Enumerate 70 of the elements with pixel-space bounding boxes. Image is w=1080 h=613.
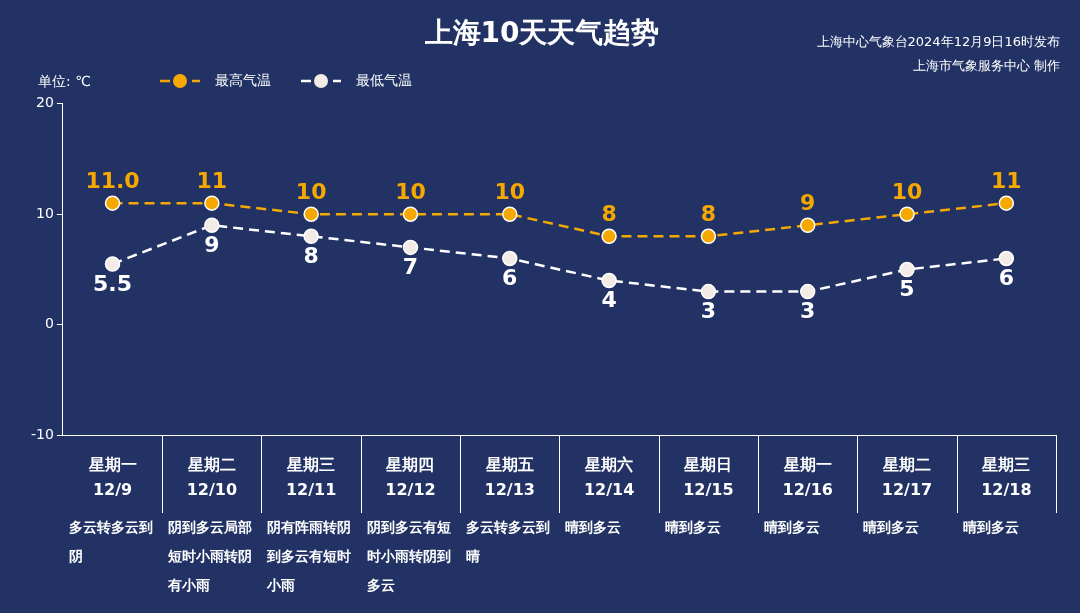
data-label: 10 bbox=[494, 178, 526, 204]
data-label: 5.5 bbox=[93, 270, 133, 296]
point bbox=[700, 283, 717, 300]
data-label: 5 bbox=[899, 276, 915, 302]
data-label: 6 bbox=[502, 265, 518, 291]
point bbox=[799, 217, 816, 234]
text: 晴到多云 bbox=[565, 518, 622, 535]
point bbox=[204, 195, 220, 211]
point bbox=[502, 206, 518, 222]
point bbox=[601, 272, 617, 289]
data-label: 8 bbox=[303, 243, 319, 269]
x-tick-label: 星期六 12/14 bbox=[583, 454, 635, 499]
y-tick-label: -10 bbox=[30, 426, 54, 443]
x-tick-label: 星期一 12/9 bbox=[87, 454, 137, 499]
data-label: 7 bbox=[402, 254, 419, 280]
point bbox=[799, 283, 816, 300]
point bbox=[303, 206, 319, 222]
point bbox=[700, 228, 717, 245]
data-label: 10 bbox=[395, 178, 426, 204]
data-label: 9 bbox=[800, 189, 816, 215]
data-label: 6 bbox=[998, 265, 1014, 291]
text: 晴到多云 bbox=[863, 518, 920, 535]
chart-title: 上海10天天气趋势 bbox=[423, 16, 660, 50]
x-tick-label: 星期二 12/10 bbox=[186, 454, 238, 499]
x-tick-label: 星期一 12/16 bbox=[782, 454, 833, 499]
x-tick-label: 星期三 12/11 bbox=[285, 454, 337, 499]
text: 晴到多云 bbox=[664, 518, 721, 535]
point bbox=[502, 250, 518, 267]
point bbox=[104, 195, 121, 211]
point bbox=[998, 195, 1015, 211]
data-label: 11 bbox=[196, 167, 228, 193]
point bbox=[899, 261, 915, 278]
data-label: 9 bbox=[204, 231, 220, 257]
legend-label: 最低气温 bbox=[356, 71, 412, 88]
y-axis-title: 单位: ℃ bbox=[38, 73, 91, 90]
data-label: 3 bbox=[800, 298, 816, 324]
text: 上海市气象服务中心 制作 bbox=[912, 57, 1060, 73]
data-label: 4 bbox=[601, 287, 617, 313]
text: 阴到多云有短时小雨转阴到多云 bbox=[366, 518, 451, 593]
point bbox=[402, 206, 419, 222]
legend-label: 最高气温 bbox=[215, 71, 271, 88]
x-tick-label: 星期五 12/13 bbox=[484, 454, 535, 499]
x-tick-label: 星期三 12/18 bbox=[981, 454, 1032, 499]
point bbox=[204, 217, 220, 234]
data-label: 3 bbox=[700, 298, 717, 324]
text: 阴有阵雨转阴到多云有短时小雨 bbox=[266, 518, 352, 593]
data-label: 11.0 bbox=[85, 167, 140, 193]
x-tick-label: 星期二 12/17 bbox=[881, 454, 933, 499]
point bbox=[303, 228, 319, 245]
text: 多云转多云到晴 bbox=[466, 518, 551, 564]
text: 晴到多云 bbox=[962, 518, 1019, 535]
x-tick-label: 星期日 12/15 bbox=[683, 454, 734, 499]
point bbox=[402, 239, 419, 256]
data-label: 11 bbox=[991, 167, 1022, 193]
y-tick-label: 10 bbox=[36, 204, 54, 221]
data-label: 10 bbox=[891, 178, 923, 204]
x-tick-label: 星期四 12/12 bbox=[385, 454, 436, 499]
point bbox=[601, 228, 617, 245]
data-label: 8 bbox=[601, 201, 617, 227]
data-label: 8 bbox=[700, 201, 717, 227]
data-label: 10 bbox=[295, 178, 327, 204]
point bbox=[104, 256, 121, 272]
text: 多云转多云到阴 bbox=[68, 518, 153, 564]
text: 上海中心气象台2024年12月9日16时发布 bbox=[816, 33, 1060, 49]
point bbox=[899, 206, 915, 222]
text: 阴到多云局部短时小雨转阴有小雨 bbox=[167, 518, 253, 593]
point bbox=[998, 250, 1015, 267]
text: 晴到多云 bbox=[764, 518, 821, 535]
y-tick-label: 20 bbox=[36, 94, 54, 111]
y-tick-label: 0 bbox=[44, 315, 54, 332]
